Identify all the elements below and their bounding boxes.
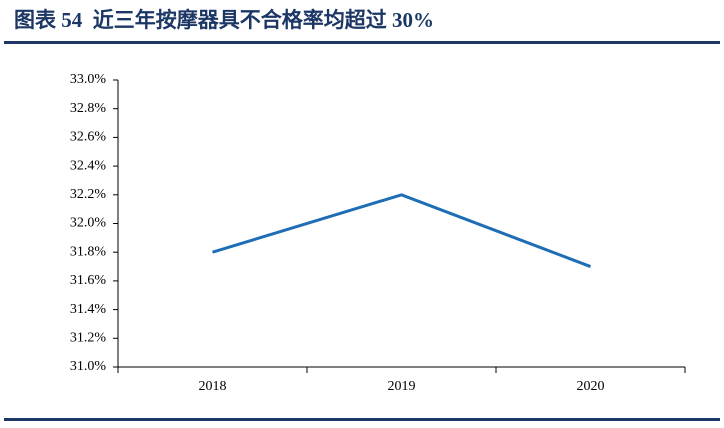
y-tick-label: 31.8% [70, 244, 107, 259]
y-tick-label: 32.0% [70, 216, 107, 231]
y-tick-label: 31.4% [70, 302, 107, 317]
x-tick-label: 2020 [577, 379, 605, 394]
y-tick-label: 31.2% [70, 331, 107, 346]
top-rule [4, 41, 720, 44]
data-line [212, 193, 592, 268]
chart-title: 图表 54 近三年按摩器具不合格率均超过 30% [14, 8, 434, 32]
y-tick-label: 32.8% [70, 101, 107, 116]
y-tick-label: 32.2% [70, 187, 107, 202]
x-tick-label: 2019 [388, 379, 416, 394]
x-tick-label: 2018 [199, 379, 227, 394]
y-tick-label: 33.0% [70, 72, 107, 87]
y-tick-label: 31.0% [70, 359, 107, 374]
y-tick-label: 31.6% [70, 273, 107, 288]
y-tick-label: 32.4% [70, 158, 107, 173]
bottom-rule [4, 418, 720, 421]
y-tick-label: 32.6% [70, 130, 107, 145]
